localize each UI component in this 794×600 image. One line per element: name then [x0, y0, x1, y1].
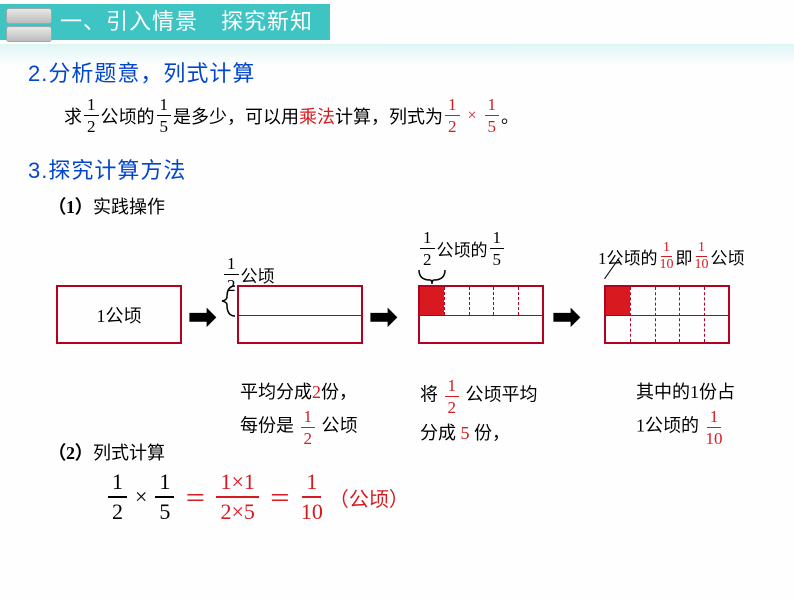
- hline: [420, 315, 542, 316]
- brace-top-icon: [418, 267, 446, 285]
- vdash: [518, 287, 519, 315]
- arrow-icon: ➡: [188, 297, 217, 337]
- txt: 公顷: [241, 262, 275, 287]
- box-1-hectare: 1公顷: [56, 285, 182, 344]
- arrow-icon: ➡: [552, 297, 581, 337]
- fraction-red: 1 10: [301, 471, 323, 523]
- box-tenth-grid: [604, 285, 730, 344]
- txt: 是多少，可以用: [173, 103, 299, 129]
- arrow-icon: ➡: [369, 297, 398, 337]
- box3-top-label: 1 2 公顷的 1 5: [418, 229, 506, 268]
- txt: 公顷的: [437, 236, 488, 261]
- fraction-red: 1 10: [706, 408, 723, 447]
- txt: 即: [676, 244, 693, 269]
- fraction-red: 1 10: [660, 241, 674, 272]
- box-fifth-split: [418, 285, 544, 344]
- times: ×: [135, 484, 147, 510]
- vdash: [655, 287, 656, 342]
- emphasis: 乘法: [299, 103, 335, 129]
- txt: 公顷的: [101, 103, 155, 129]
- equals: ＝: [269, 481, 291, 513]
- fraction: 1 2: [84, 96, 99, 135]
- txt: 。: [501, 103, 519, 129]
- fraction: 1 5: [157, 96, 172, 135]
- fraction: 1 2: [108, 471, 127, 523]
- hline: [606, 315, 728, 316]
- times-sign: ×: [468, 107, 477, 125]
- txt: 计算，列式为: [335, 103, 443, 129]
- subhead-1: （1）实践操作: [48, 193, 794, 219]
- fraction: 1 5: [490, 229, 505, 268]
- fraction-red: 1 5: [485, 96, 500, 135]
- banner-glow: [0, 44, 794, 74]
- txt: 公顷: [711, 244, 745, 269]
- filled-cell: [420, 287, 444, 315]
- vdash: [630, 287, 631, 342]
- banner-text: 一、引入情景 探究新知: [60, 9, 313, 34]
- caption-2: 平均分成2份， 每份是 1 2 公顷: [240, 377, 358, 447]
- vdash: [679, 287, 680, 342]
- brace-left-icon: [221, 285, 237, 317]
- equation: 1 2 × 1 5 ＝ 1×1 2×5 ＝ 1 10 （公顷）: [108, 471, 794, 523]
- sentence-line: 求 1 2 公顷的 1 5 是多少，可以用 乘法 计算，列式为 1 2 × 1 …: [64, 96, 794, 135]
- filled-cell: [606, 287, 630, 315]
- diagram-area: 1 2 公顷的 1 5 1公顷的 1 10 即 1 10 公顷 1公顷 ➡ 1 …: [0, 229, 794, 439]
- vdash: [444, 287, 445, 315]
- fraction-red: 1 2: [301, 408, 316, 447]
- caption-3: 将 1 2 公顷平均 分成 5 份，: [420, 377, 538, 450]
- caption-4: 其中的1份占 1公顷的 1 10: [636, 377, 735, 447]
- vdash: [493, 287, 494, 315]
- vdash: [469, 287, 470, 315]
- fraction-red: 1 10: [695, 241, 709, 272]
- txt: 求: [64, 103, 82, 129]
- vdash: [704, 287, 705, 342]
- box-half-split: [237, 285, 363, 344]
- fraction: 1 5: [155, 471, 174, 523]
- fraction-red: 1×1 2×5: [216, 471, 258, 523]
- unit: （公顷）: [329, 483, 409, 512]
- equals: ＝: [184, 481, 206, 513]
- fraction-red: 1 2: [445, 96, 460, 135]
- fraction: 1 2: [420, 229, 435, 268]
- section-banner: 一、引入情景 探究新知: [0, 4, 330, 40]
- heading-3: 3.探究计算方法: [28, 153, 794, 185]
- fraction-red: 1 2: [445, 377, 460, 416]
